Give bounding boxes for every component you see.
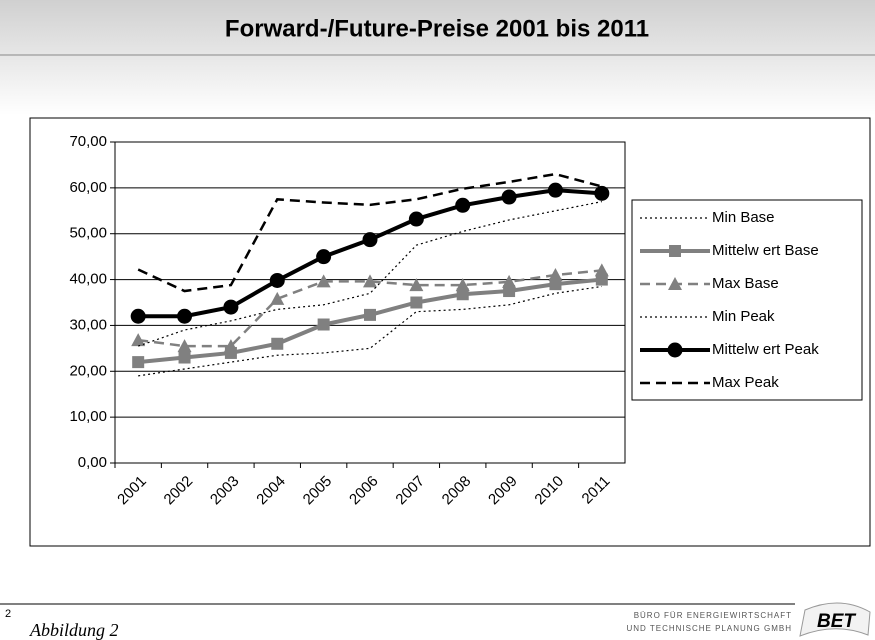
data-point <box>132 356 145 369</box>
y-tick-label: 50,00 <box>69 225 107 242</box>
data-point <box>503 285 516 298</box>
data-point <box>410 296 423 309</box>
data-point <box>409 278 424 292</box>
data-point <box>177 339 192 353</box>
plot-area <box>114 141 626 464</box>
legend-label: Mittelw ert Peak <box>712 341 819 358</box>
data-point <box>594 263 609 277</box>
logo: BET <box>817 611 856 632</box>
data-point <box>223 339 238 353</box>
header-background <box>0 0 875 115</box>
data-point <box>270 291 285 305</box>
data-point <box>130 308 146 324</box>
company-line: BÜRO FÜR ENERGIEWIRTSCHAFT <box>634 611 792 620</box>
legend-label: Max Base <box>712 275 779 292</box>
legend-label: Min Peak <box>712 308 775 325</box>
data-point <box>317 318 330 331</box>
page-number: 2 <box>5 608 11 620</box>
data-point <box>269 272 285 288</box>
legend-marker <box>668 277 682 290</box>
y-tick-label: 70,00 <box>69 133 107 150</box>
data-point <box>455 197 471 213</box>
data-point <box>408 211 424 227</box>
data-point <box>316 249 332 265</box>
y-tick-label: 10,00 <box>69 408 107 425</box>
series-line <box>137 172 603 293</box>
series-line <box>138 285 602 377</box>
legend-box <box>631 199 863 401</box>
data-point <box>549 278 562 291</box>
data-point <box>363 274 377 288</box>
chart-title: Forward-/Future-Preise 2001 bis 2011 <box>225 15 649 42</box>
legend-label: Mittelw ert Base <box>712 242 819 259</box>
data-point <box>223 299 239 315</box>
y-tick-label: 20,00 <box>69 362 107 379</box>
data-point <box>364 308 376 321</box>
data-point <box>455 278 470 292</box>
data-point <box>501 189 517 205</box>
data-point <box>548 267 563 281</box>
legend-label: Max Peak <box>712 374 779 391</box>
data-point <box>362 232 378 248</box>
legend-label: Min Base <box>712 209 775 226</box>
legend-marker <box>669 245 681 257</box>
data-point <box>316 274 331 288</box>
data-point <box>595 273 608 286</box>
caption: Abbildung 2 <box>29 620 119 640</box>
company-line: UND TECHNISCHE PLANUNG GMBH <box>626 624 792 633</box>
data-point <box>177 308 193 324</box>
data-point <box>502 274 517 288</box>
y-tick-label: 40,00 <box>69 271 107 288</box>
y-tick-label: 60,00 <box>69 179 107 196</box>
data-point <box>178 351 191 364</box>
data-point <box>547 182 563 198</box>
data-point <box>271 337 284 350</box>
legend-marker <box>667 342 683 358</box>
series-line <box>137 201 602 347</box>
y-tick-label: 30,00 <box>69 316 107 333</box>
data-point <box>594 185 610 201</box>
y-tick-label: 0,00 <box>78 454 107 471</box>
logo-shape <box>799 602 871 637</box>
data-point <box>456 288 469 301</box>
data-point <box>131 333 146 347</box>
